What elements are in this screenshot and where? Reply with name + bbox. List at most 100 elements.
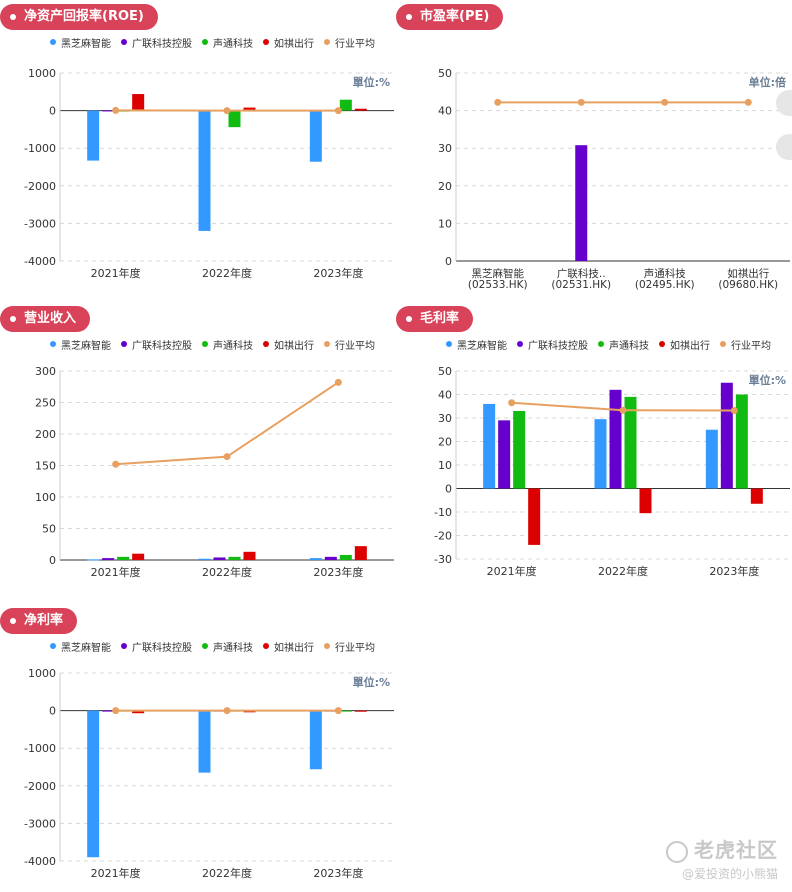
legend-item[interactable]: 行业平均: [324, 639, 375, 654]
bar[interactable]: [528, 488, 541, 545]
average-point[interactable]: [223, 107, 231, 115]
legend-item[interactable]: 黑芝麻智能: [50, 35, 111, 50]
average-point[interactable]: [730, 406, 738, 414]
bar[interactable]: [102, 558, 115, 560]
legend-marker: [50, 643, 56, 649]
average-point[interactable]: [744, 98, 752, 106]
average-point[interactable]: [223, 453, 231, 461]
y-tick-label: 200: [35, 428, 56, 441]
legend-marker: [446, 341, 452, 347]
bar[interactable]: [354, 546, 367, 560]
legend-item[interactable]: 广联科技控股: [517, 337, 588, 352]
bar[interactable]: [309, 710, 322, 770]
bar[interactable]: [132, 553, 145, 560]
average-point[interactable]: [334, 707, 342, 715]
bar[interactable]: [609, 389, 622, 489]
legend-item[interactable]: 如祺出行: [263, 35, 314, 50]
legend-item[interactable]: 如祺出行: [263, 337, 314, 352]
scroll-handle[interactable]: [776, 134, 792, 160]
legend-item[interactable]: 声通科技: [202, 337, 253, 352]
y-tick-label: -1000: [24, 142, 56, 155]
average-point[interactable]: [619, 406, 627, 414]
bar[interactable]: [575, 145, 588, 261]
x-tick-label: 2023年度: [313, 866, 363, 880]
legend-item[interactable]: 广联科技控股: [121, 639, 192, 654]
average-point[interactable]: [508, 399, 516, 407]
bar[interactable]: [483, 403, 496, 489]
x-tick-label: 2023年度: [709, 564, 759, 578]
bar[interactable]: [339, 710, 352, 712]
bar[interactable]: [117, 556, 130, 560]
average-point[interactable]: [494, 98, 502, 106]
bar[interactable]: [198, 110, 211, 231]
x-tick-label: (09680.HK): [718, 279, 778, 291]
legend-item[interactable]: 黑芝麻智能: [50, 639, 111, 654]
legend-item[interactable]: 如祺出行: [263, 639, 314, 654]
legend-item[interactable]: 声通科技: [598, 337, 649, 352]
legend-item[interactable]: 声通科技: [202, 639, 253, 654]
legend-item[interactable]: 黑芝麻智能: [446, 337, 507, 352]
average-line: [115, 381, 339, 466]
bar[interactable]: [498, 420, 511, 489]
bar[interactable]: [132, 710, 145, 714]
y-tick-label: 250: [35, 397, 56, 410]
bar[interactable]: [213, 557, 226, 560]
bar[interactable]: [87, 710, 100, 858]
watermark: 老虎社区 @爱投资的小熊猫: [666, 834, 778, 882]
bar[interactable]: [228, 110, 241, 128]
bar[interactable]: [624, 396, 637, 489]
average-point[interactable]: [334, 378, 342, 386]
average-point[interactable]: [661, 98, 669, 106]
bar[interactable]: [102, 710, 115, 712]
legend-item[interactable]: 行业平均: [324, 337, 375, 352]
bar[interactable]: [198, 710, 211, 773]
revenue-legend[interactable]: 黑芝麻智能 广联科技控股 声通科技 如祺出行 行业平均: [50, 337, 375, 352]
bar[interactable]: [750, 488, 763, 504]
bar[interactable]: [87, 110, 100, 161]
average-point[interactable]: [334, 107, 342, 115]
bar[interactable]: [132, 94, 145, 111]
legend-item[interactable]: 黑芝麻智能: [50, 337, 111, 352]
scroll-handle[interactable]: [776, 90, 792, 116]
bar[interactable]: [720, 382, 733, 489]
legend-item[interactable]: 行业平均: [720, 337, 771, 352]
bar[interactable]: [639, 488, 652, 514]
bar[interactable]: [243, 107, 256, 111]
average-point[interactable]: [577, 98, 585, 106]
average-point[interactable]: [112, 707, 120, 715]
bar[interactable]: [198, 558, 211, 560]
average-point[interactable]: [112, 106, 120, 114]
bar[interactable]: [309, 558, 322, 560]
bar[interactable]: [705, 429, 718, 489]
bar[interactable]: [513, 410, 526, 489]
bar[interactable]: [243, 551, 256, 560]
bar[interactable]: [309, 110, 322, 162]
bar[interactable]: [354, 710, 367, 712]
x-tick-label: 广联科技..: [557, 267, 606, 280]
legend-item[interactable]: 广联科技控股: [121, 337, 192, 352]
bar[interactable]: [735, 394, 748, 489]
legend-item[interactable]: 如祺出行: [659, 337, 710, 352]
legend-item[interactable]: 声通科技: [202, 35, 253, 50]
bar[interactable]: [354, 108, 367, 111]
legend-item[interactable]: 行业平均: [324, 35, 375, 50]
legend-marker: [50, 39, 56, 45]
bar[interactable]: [339, 99, 352, 111]
legend-item[interactable]: 广联科技控股: [121, 35, 192, 50]
legend-marker: [720, 341, 726, 347]
average-point[interactable]: [112, 460, 120, 468]
gross-margin-legend[interactable]: 黑芝麻智能 广联科技控股 声通科技 如祺出行 行业平均: [446, 337, 771, 352]
average-point[interactable]: [223, 707, 231, 715]
bar[interactable]: [102, 110, 115, 112]
bar[interactable]: [339, 554, 352, 560]
roe-legend[interactable]: 黑芝麻智能 广联科技控股 声通科技 如祺出行 行业平均: [50, 35, 375, 50]
bar[interactable]: [228, 556, 241, 560]
unit-label: 單位:%: [749, 373, 786, 387]
legend-marker: [121, 643, 127, 649]
legend-marker: [324, 341, 330, 347]
bar[interactable]: [87, 559, 100, 561]
bar[interactable]: [324, 556, 337, 560]
net-margin-legend[interactable]: 黑芝麻智能 广联科技控股 声通科技 如祺出行 行业平均: [50, 639, 375, 654]
bar[interactable]: [594, 419, 607, 489]
y-tick-label: 0: [445, 255, 452, 268]
